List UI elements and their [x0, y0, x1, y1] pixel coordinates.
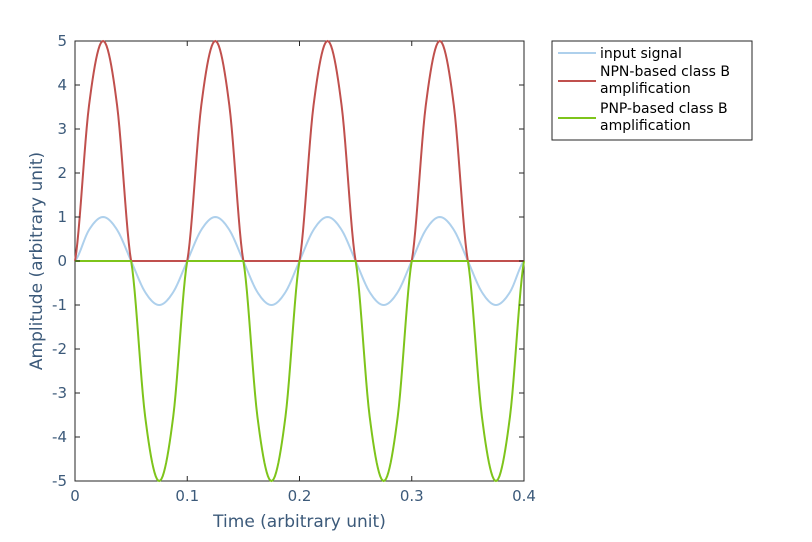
y-tick-label: 3 [57, 120, 67, 138]
y-axis-label: Amplitude (arbitrary unit) [27, 152, 47, 370]
y-tick-label: -2 [52, 340, 67, 358]
y-tick-label: 2 [57, 164, 67, 182]
x-axis-label: Time (arbitrary unit) [212, 512, 386, 532]
y-tick-label: 4 [57, 76, 67, 94]
legend-box [551, 40, 753, 141]
legend-label-npn-line-2: amplification [600, 81, 691, 97]
legend-label-input-signal: input signal [600, 46, 682, 62]
y-tick-label: -5 [52, 472, 67, 490]
x-tick-label: 0.3 [400, 487, 424, 505]
y-tick-label: 1 [57, 208, 67, 226]
x-axis-ticks: 0 0.1 0.2 0.3 0.4 [70, 41, 536, 505]
plot-area: 0 0.1 0.2 0.3 0.4 -5 -4 -3 -2 -1 0 1 2 3 4 5 [52, 32, 536, 505]
y-tick-label: 0 [57, 252, 67, 270]
legend: input signal NPN-based class B amplifica… [551, 40, 753, 141]
x-tick-label: 0.2 [288, 487, 312, 505]
y-tick-label: -3 [52, 384, 67, 402]
x-tick-label: 0.1 [175, 487, 199, 505]
x-tick-label: 0 [70, 487, 80, 505]
legend-item-pnp: PNP-based class B amplification [558, 101, 728, 134]
y-tick-label: -4 [52, 428, 67, 446]
x-tick-label: 0.4 [512, 487, 536, 505]
legend-label-pnp-line-1: PNP-based class B [600, 101, 728, 117]
y-tick-label: -1 [52, 296, 67, 314]
legend-label-pnp-line-2: amplification [600, 118, 691, 134]
legend-item-npn: NPN-based class B amplification [558, 64, 730, 97]
y-tick-label: 5 [57, 32, 67, 50]
y-axis-ticks: -5 -4 -3 -2 -1 0 1 2 3 4 5 [52, 32, 524, 490]
series-pnp-class-b [75, 260, 525, 483]
series-layer [74, 39, 525, 483]
legend-label-npn-line-1: NPN-based class B [600, 64, 730, 80]
legend-item-input-signal: input signal [558, 46, 682, 62]
